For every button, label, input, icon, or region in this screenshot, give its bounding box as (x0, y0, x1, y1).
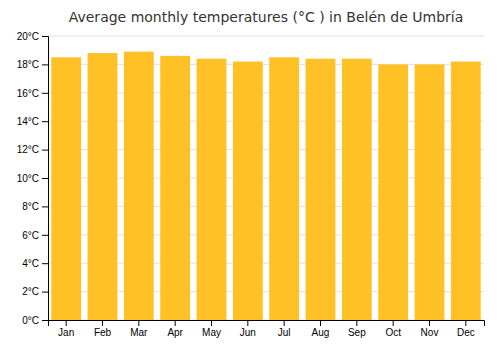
y-tick-mark (42, 93, 48, 94)
y-tick-label: 4°C (22, 258, 39, 269)
x-tick-mark (465, 320, 466, 326)
y-tick-label: 8°C (22, 201, 39, 212)
y-tick: 10°C (17, 173, 48, 184)
bar (342, 59, 372, 320)
bar (378, 64, 408, 320)
x-tick: Jun (240, 320, 256, 338)
bar (451, 62, 481, 320)
x-axis: Jan Feb Mar Apr May Jun Jul Aug Sep Oct Nov Dec (49, 320, 485, 338)
x-tick-label: Feb (94, 327, 112, 338)
x-tick: Jan (58, 320, 74, 338)
y-tick-mark (42, 121, 48, 122)
y-tick-label: 0°C (22, 315, 39, 326)
y-tick-mark (42, 263, 48, 264)
y-axis: 0°C 2°C 4°C 6°C 8°C 10°C 12°C 14°C 16°C 18°C 20°C (17, 31, 49, 326)
y-tick: 20°C (17, 31, 48, 42)
x-tick-label: Dec (457, 327, 475, 338)
y-tick: 6°C (22, 230, 48, 241)
y-tick: 0°C (22, 315, 48, 326)
y-tick-label: 12°C (17, 144, 39, 155)
x-tick: Feb (94, 320, 112, 338)
y-axis-line (42, 37, 49, 321)
y-tick-label: 2°C (22, 286, 39, 297)
bar (124, 52, 154, 320)
x-axis-line (49, 321, 485, 327)
bar (415, 64, 445, 320)
y-tick-mark (42, 64, 48, 65)
plot: 0°C 2°C 4°C 6°C 8°C 10°C 12°C 14°C 16°C 18°C 20°C J… (17, 31, 485, 338)
x-tick-label: Jan (58, 327, 74, 338)
y-tick-label: 16°C (17, 88, 39, 99)
y-tick-mark (42, 320, 48, 321)
x-tick-mark (102, 320, 103, 326)
x-tick: Jul (278, 320, 291, 338)
marks (51, 52, 480, 320)
y-tick-label: 6°C (22, 230, 39, 241)
y-tick-mark (42, 178, 48, 179)
x-tick: Aug (312, 320, 330, 338)
x-tick-mark (66, 320, 67, 326)
x-tick-label: Mar (130, 327, 148, 338)
y-tick-mark (42, 36, 48, 37)
chart-container: 0°C 2°C 4°C 6°C 8°C 10°C 12°C 14°C 16°C 18°C 20°C J… (0, 0, 500, 350)
x-tick-label: Aug (312, 327, 330, 338)
y-tick-label: 10°C (17, 173, 39, 184)
x-tick: Nov (421, 320, 439, 338)
x-tick-mark (247, 320, 248, 326)
y-tick: 14°C (17, 116, 48, 127)
y-tick-label: 18°C (17, 59, 39, 70)
x-tick: Apr (167, 320, 183, 338)
x-tick-mark (211, 320, 212, 326)
x-tick-label: May (202, 327, 221, 338)
x-tick-mark (175, 320, 176, 326)
grid-line (48, 36, 484, 37)
x-tick-label: Oct (385, 327, 401, 338)
y-tick: 16°C (17, 88, 48, 99)
x-tick-label: Sep (348, 327, 366, 338)
bar (88, 53, 118, 320)
y-tick-mark (42, 292, 48, 293)
x-tick-label: Nov (421, 327, 439, 338)
x-tick: Oct (385, 320, 401, 338)
bar (306, 59, 336, 320)
x-tick: Mar (130, 320, 148, 338)
x-tick: May (202, 320, 221, 338)
x-tick-label: Apr (167, 327, 183, 338)
y-tick-mark (42, 150, 48, 151)
x-tick-mark (393, 320, 394, 326)
grid (48, 36, 484, 320)
title: Average monthly temperatures (°C ) in Be… (69, 9, 464, 25)
x-tick-mark (429, 320, 430, 326)
x-tick-label: Jun (240, 327, 256, 338)
bar (51, 57, 81, 320)
y-tick: 18°C (17, 59, 48, 70)
x-tick-mark (138, 320, 139, 326)
x-tick: Sep (348, 320, 366, 338)
chart-svg: 0°C 2°C 4°C 6°C 8°C 10°C 12°C 14°C 16°C 18°C 20°C J… (0, 0, 500, 350)
y-tick: 8°C (22, 201, 48, 212)
y-tick-label: 20°C (17, 31, 39, 42)
bar (233, 62, 263, 320)
bar (160, 56, 190, 320)
y-tick: 2°C (22, 286, 48, 297)
x-tick-mark (356, 320, 357, 326)
y-tick-mark (42, 235, 48, 236)
y-tick: 4°C (22, 258, 48, 269)
y-tick-mark (42, 206, 48, 207)
x-tick-mark (320, 320, 321, 326)
y-tick-label: 14°C (17, 116, 39, 127)
bar (197, 59, 227, 320)
x-tick: Dec (457, 320, 475, 338)
x-tick-mark (284, 320, 285, 326)
x-tick-label: Jul (278, 327, 291, 338)
bar (269, 57, 299, 320)
y-tick: 12°C (17, 144, 48, 155)
